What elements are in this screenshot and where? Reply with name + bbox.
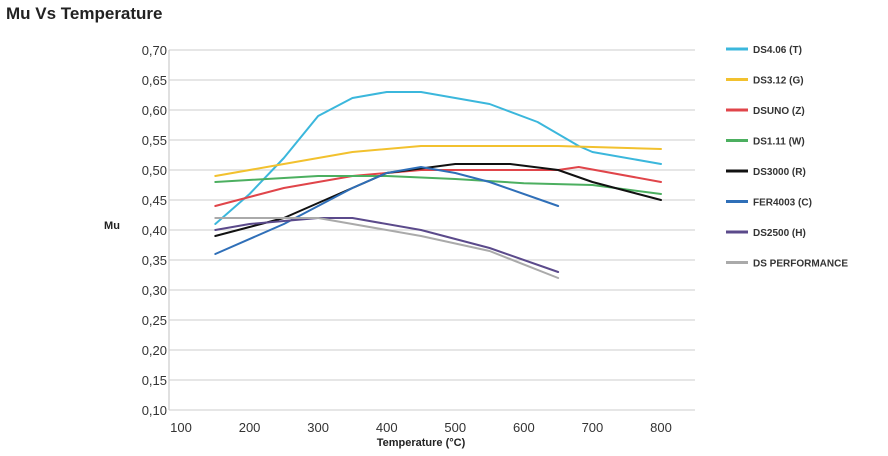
y-tick-label: 0,60 — [142, 103, 167, 118]
series-line-0 — [214, 91, 662, 225]
series-line-7 — [214, 217, 560, 279]
series-line-4 — [214, 163, 662, 237]
legend-label: DS3.12 (G) — [753, 76, 804, 87]
legend-label: DS PERFORMANCE — [753, 259, 848, 270]
y-tick-label: 0,70 — [142, 43, 167, 58]
legend-label: DSUNO (Z) — [753, 106, 805, 117]
x-tick-label: 800 — [650, 420, 672, 435]
y-axis-label: Mu — [104, 220, 120, 232]
series-line-6 — [214, 217, 560, 273]
x-tick-label: 300 — [307, 420, 329, 435]
legend-label: DS4.06 (T) — [753, 45, 802, 56]
y-tick-label: 0,35 — [142, 253, 167, 268]
legend-label: DS1.11 (W) — [753, 137, 805, 148]
chart-title: Mu Vs Temperature — [6, 4, 163, 23]
legend-label: FER4003 (C) — [753, 198, 812, 209]
legend-label: DS2500 (H) — [753, 228, 806, 239]
y-tick-label: 0,55 — [142, 133, 167, 148]
y-tick-label: 0,30 — [142, 283, 167, 298]
series-line-3 — [214, 175, 662, 195]
x-axis-label: Temperature (°C) — [377, 437, 466, 449]
y-tick-label: 0,15 — [142, 373, 167, 388]
x-tick-label: 500 — [444, 420, 466, 435]
y-tick-label: 0,10 — [142, 403, 167, 418]
x-tick-label: 400 — [376, 420, 398, 435]
y-tick-label: 0,25 — [142, 313, 167, 328]
series-line-5 — [214, 166, 560, 255]
series-line-2 — [214, 166, 662, 207]
x-tick-label: 600 — [513, 420, 535, 435]
y-tick-label: 0,50 — [142, 163, 167, 178]
y-tick-label: 0,65 — [142, 73, 167, 88]
x-tick-label: 700 — [582, 420, 604, 435]
series-line-1 — [214, 145, 662, 177]
legend-label: DS3000 (R) — [753, 167, 806, 178]
y-tick-label: 0,20 — [142, 343, 167, 358]
x-tick-label: 200 — [239, 420, 261, 435]
x-tick-label: 100 — [170, 420, 192, 435]
y-tick-label: 0,45 — [142, 193, 167, 208]
y-tick-label: 0,40 — [142, 223, 167, 238]
